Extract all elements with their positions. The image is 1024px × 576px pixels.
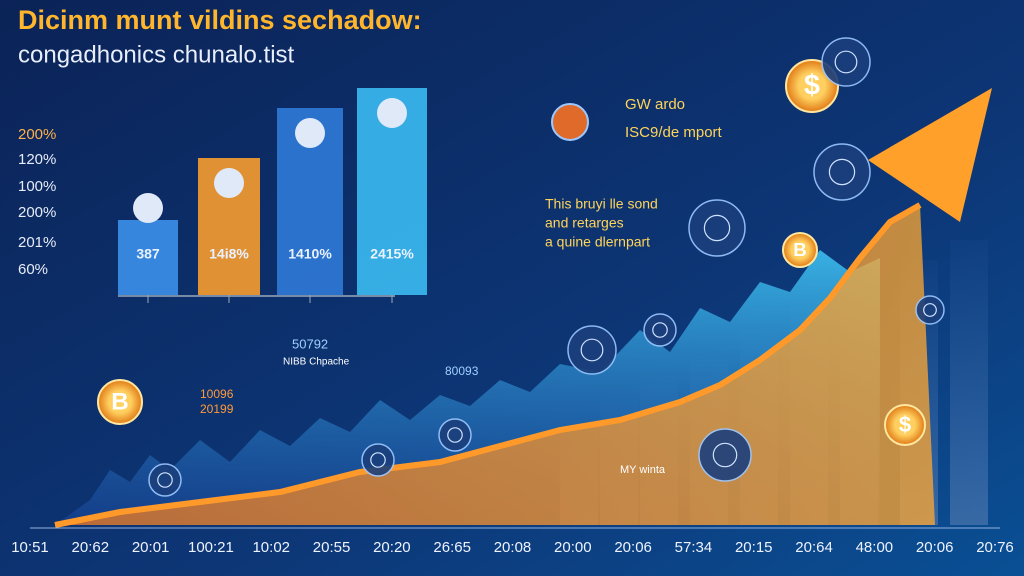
time-label: 10:51: [11, 539, 49, 556]
callout-text: and retarges: [545, 215, 624, 231]
axis-label: 200%: [18, 204, 56, 221]
bar-icon: [295, 118, 325, 148]
coin: [782, 232, 818, 268]
time-label: 100:21: [188, 539, 234, 556]
axis-label: 60%: [18, 261, 48, 278]
icon-ring: [643, 313, 677, 347]
coin-symbol: B: [793, 239, 807, 260]
time-label: 48:00: [856, 539, 894, 556]
callout-text: a quine dlernpart: [545, 234, 650, 250]
icon-ring: [551, 103, 589, 141]
annotation: 50792: [292, 336, 328, 351]
time-label: 20:20: [373, 539, 411, 556]
trend-arrow: [868, 88, 992, 222]
time-label: 20:76: [976, 539, 1014, 556]
annotation: NIBB Chpache: [283, 357, 350, 368]
axis-label: 200%: [18, 126, 56, 143]
icon-ring: [821, 37, 871, 87]
icon-ring: [915, 295, 945, 325]
bar-icon: [214, 168, 244, 198]
time-label: 20:01: [132, 539, 170, 556]
annotation: MY winta: [620, 464, 666, 476]
coin: [884, 404, 926, 446]
icon-dot: [834, 50, 858, 74]
bar-icon: [377, 98, 407, 128]
icon-dot: [447, 427, 463, 443]
icon-ring: [361, 443, 395, 477]
icon-ring: [438, 418, 472, 452]
axis-label: 201%: [18, 234, 56, 251]
icon-dot: [157, 472, 173, 488]
time-label: 20:15: [735, 539, 773, 556]
time-label: 20:06: [916, 539, 954, 556]
orange-line: [54, 202, 922, 528]
icon-ring: [698, 428, 752, 482]
coin-symbol: $: [899, 412, 911, 437]
callout-text: ISC9/de mport: [625, 124, 723, 141]
bar-label: 14i8%: [209, 246, 249, 262]
time-label: 26:65: [433, 539, 471, 556]
time-label: 20:64: [795, 539, 833, 556]
subtitle: congadhonics chunalo.tist: [18, 41, 295, 68]
icon-dot: [652, 322, 668, 338]
time-label: 10:02: [252, 539, 290, 556]
time-label: 20:08: [494, 539, 532, 556]
bar: [118, 220, 178, 295]
coin: [97, 379, 143, 425]
time-label: 20:06: [614, 539, 652, 556]
time-label: 20:62: [72, 539, 110, 556]
coin-symbol: $: [804, 70, 820, 102]
bar-label: 1410%: [288, 246, 332, 262]
annotation: 80093: [445, 364, 479, 378]
axis-label: 120%: [18, 151, 56, 168]
axis-label: 100%: [18, 178, 56, 195]
bar-label: 387: [136, 246, 160, 262]
icon-ring: [567, 325, 617, 375]
icon-dot: [580, 338, 604, 362]
callout-text: GW ardo: [625, 96, 685, 113]
icon-ring: [688, 199, 746, 257]
icon-dot: [703, 214, 731, 242]
icon-ring: [148, 463, 182, 497]
bg-column: [950, 240, 988, 525]
icon-dot: [370, 452, 386, 468]
time-label: 20:55: [313, 539, 351, 556]
annotation: 10096: [200, 387, 234, 401]
icon-dot: [712, 442, 738, 468]
time-label: 57:34: [675, 539, 713, 556]
title: Dicinm munt vildins sechadow:: [18, 5, 422, 35]
callout-text: This bruyi lle sond: [545, 196, 658, 212]
bar-label: 2415%: [370, 246, 414, 262]
icon-ring: [813, 143, 871, 201]
time-label: 20:00: [554, 539, 592, 556]
bar-icon: [133, 193, 163, 223]
annotation: 20199: [200, 402, 234, 416]
icon-dot: [923, 303, 937, 317]
coin-symbol: B: [111, 388, 128, 415]
icon-dot: [828, 158, 856, 186]
